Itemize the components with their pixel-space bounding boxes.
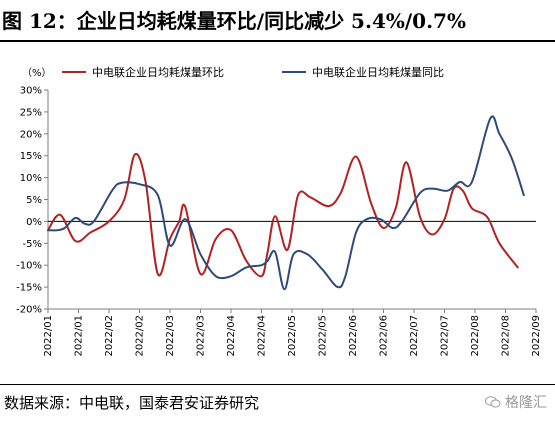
x-tick-label: 2022/08 (501, 315, 512, 357)
x-tick-label: 2022/08 (470, 315, 481, 357)
x-tick-label: 2022/03 (165, 315, 176, 357)
series-line-yoy (47, 115, 525, 291)
chart-container: （%） 中电联企业日均耗煤量环比 中电联企业日均耗煤量同比 30% 25% 20% 15% 1… (0, 46, 555, 376)
x-tick-label: 2022/04 (257, 315, 268, 357)
x-tick-label: 2022/05 (287, 315, 298, 357)
x-tick-label: 2022/07 (409, 315, 420, 357)
y-tick-label: 15% (20, 151, 42, 162)
x-tick-label: 2022/02 (104, 315, 115, 357)
x-tick-label: 2022/04 (226, 315, 237, 357)
x-tick-label: 2022/02 (135, 315, 146, 357)
x-tick-label: 2022/07 (440, 315, 451, 357)
y-tick-label: -10% (16, 261, 42, 272)
x-tick-label: 2022/06 (348, 315, 359, 357)
x-tick-label: 2022/03 (196, 315, 207, 357)
line-chart: （%） 中电联企业日均耗煤量环比 中电联企业日均耗煤量同比 30% 25% 20% 15% 1… (16, 65, 542, 357)
x-tick-label: 2022/01 (43, 315, 54, 357)
x-tick-label: 2022/01 (74, 315, 85, 357)
footer-divider (0, 384, 555, 385)
x-tick-label: 2022/05 (318, 315, 329, 357)
y-tick-label: 30% (20, 86, 42, 97)
y-unit-label: （%） (22, 67, 52, 79)
y-tick-label: 0% (26, 217, 42, 228)
y-tick-label: 10% (20, 173, 42, 184)
y-tick-label: -15% (16, 283, 42, 294)
source-note: 数据来源：中电联，国泰君安证券研究 (4, 394, 260, 412)
y-tick-label: 25% (20, 107, 42, 118)
watermark: 格隆汇 (485, 392, 547, 412)
series-line-mom (47, 152, 519, 278)
x-tick-label: 2022/06 (379, 315, 390, 357)
y-tick-label: -20% (16, 305, 42, 316)
y-tick-label: 5% (26, 195, 42, 206)
title-divider (0, 40, 555, 42)
figure-title: 图 12：企业日均耗煤量环比/同比减少 5.4%/0.7% (2, 9, 466, 33)
watermark-text: 格隆汇 (505, 395, 547, 411)
wechat-icon (485, 396, 501, 408)
y-tick-label: 20% (20, 129, 42, 140)
y-tick-label: -5% (23, 239, 42, 250)
x-tick-label: 2022/09 (531, 315, 542, 357)
legend-label: 中电联企业日均耗煤量同比 (312, 65, 444, 79)
legend-label: 中电联企业日均耗煤量环比 (92, 65, 224, 79)
